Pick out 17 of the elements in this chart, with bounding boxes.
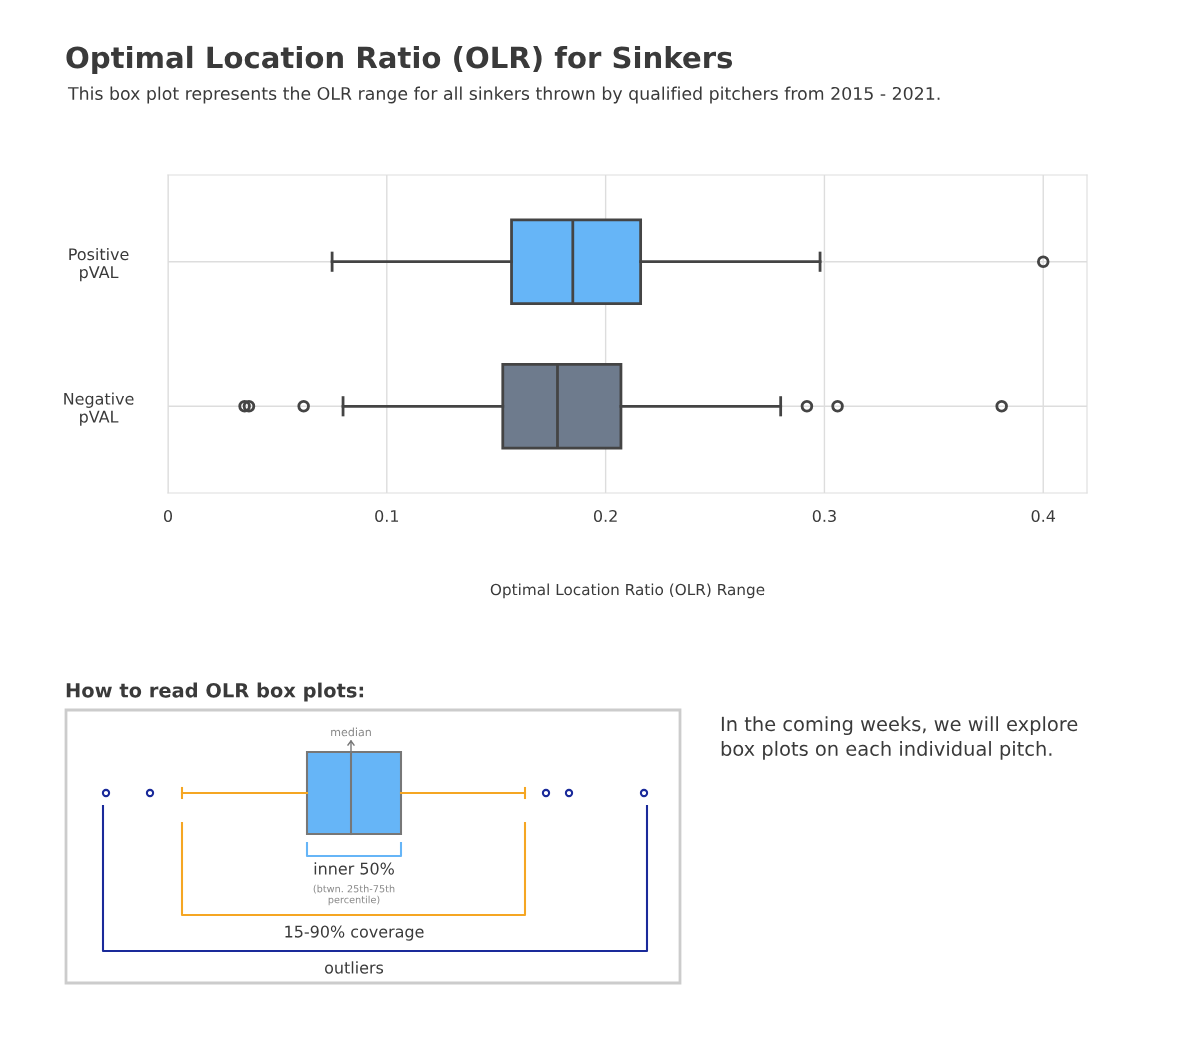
- chart-title: Optimal Location Ratio (OLR) for Sinkers: [66, 45, 733, 75]
- x-tick-label: 0: [163, 509, 173, 523]
- chart-subtitle: This box plot represents the OLR range for all sinkers thrown by qualified pitchers from 2015 - 2021.: [67, 86, 940, 104]
- text: How to read OLR box plots:: [66, 682, 364, 702]
- text: outliers: [325, 961, 384, 974]
- text: median: [331, 727, 371, 737]
- x-tick-label: 0.1: [375, 509, 399, 523]
- text: In the coming weeks, we will explore box plots on each individual pitch.: [721, 716, 1078, 760]
- text: 15-90% coverage: [285, 925, 424, 941]
- x-tick-label: 0.4: [1031, 509, 1056, 523]
- x-tick-label: 0.3: [812, 509, 836, 523]
- y-tick-label: Positive pVAL: [69, 247, 129, 282]
- text: (btwn. 25th-75th percentile): [313, 884, 395, 906]
- x-axis-title: Optimal Location Ratio (OLR) Range: [490, 583, 765, 599]
- text: inner 50%: [314, 862, 394, 875]
- y-tick-label: Negative pVAL: [64, 392, 134, 426]
- x-tick-label: 0.2: [593, 509, 617, 523]
